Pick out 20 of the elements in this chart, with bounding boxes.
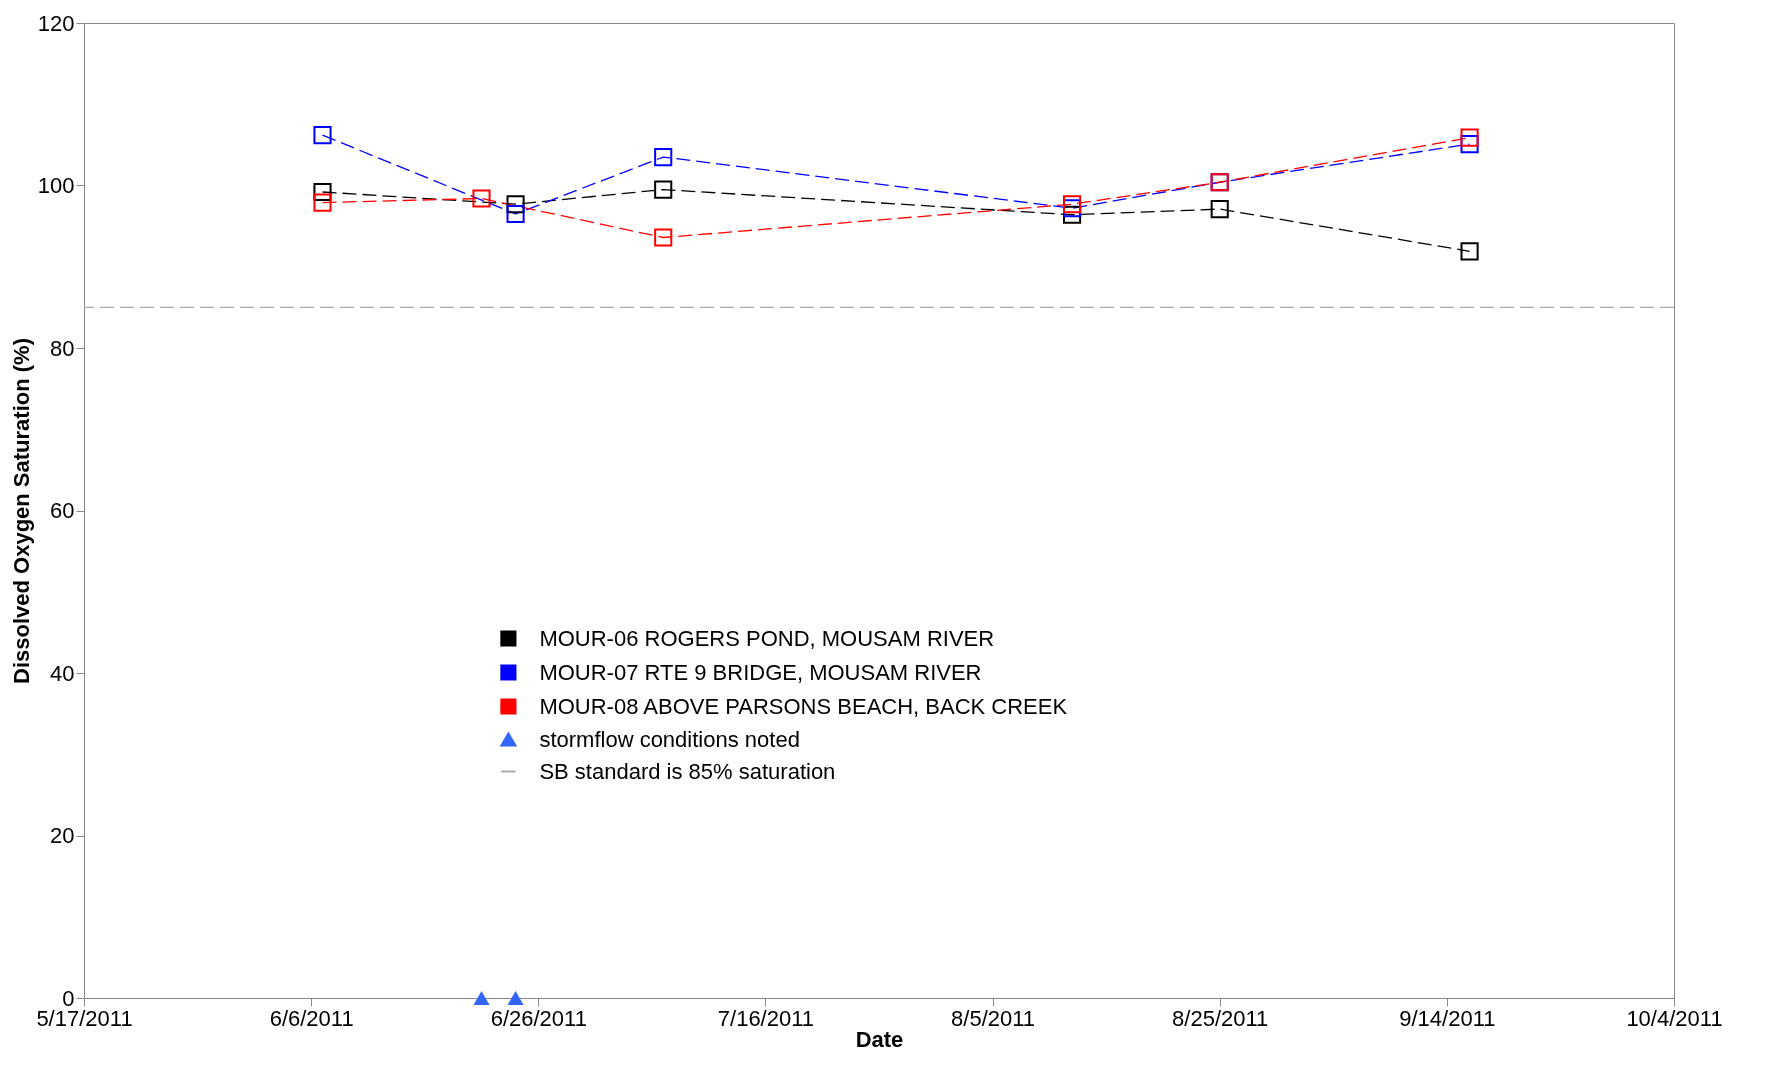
x-tick-label: 9/14/2011 (1399, 1005, 1496, 1031)
y-tick-label: 80 (50, 335, 75, 361)
y-tick-label: 120 (37, 10, 75, 36)
legend-label: stormflow conditions noted (539, 726, 800, 752)
legend-label: MOUR-08 ABOVE PARSONS BEACH, BACK CREEK (539, 693, 1068, 719)
x-tick-label: 10/4/2011 (1626, 1005, 1723, 1031)
legend-label: MOUR-07 RTE 9 BRIDGE, MOUSAM RIVER (539, 659, 982, 685)
x-tick-label: 7/16/2011 (717, 1005, 815, 1031)
x-axis-title: Date (855, 1026, 904, 1052)
y-tick-label: 20 (50, 823, 75, 848)
y-tick-label: 40 (50, 660, 75, 686)
x-tick-label: 6/6/2011 (269, 1005, 354, 1031)
y-tick-label: 60 (50, 498, 75, 523)
x-tick-label: 8/25/2011 (1172, 1005, 1269, 1031)
y-tick-label: 100 (37, 173, 75, 198)
legend-label: MOUR-06 ROGERS POND, MOUSAM RIVER (539, 625, 995, 651)
y-axis-title: Dissolved Oxygen Saturation (%) (8, 338, 34, 684)
legend-label: SB standard is 85% saturation (539, 758, 836, 784)
x-tick-label: 8/5/2011 (951, 1005, 1036, 1031)
x-tick-label: 6/26/2011 (490, 1005, 587, 1031)
